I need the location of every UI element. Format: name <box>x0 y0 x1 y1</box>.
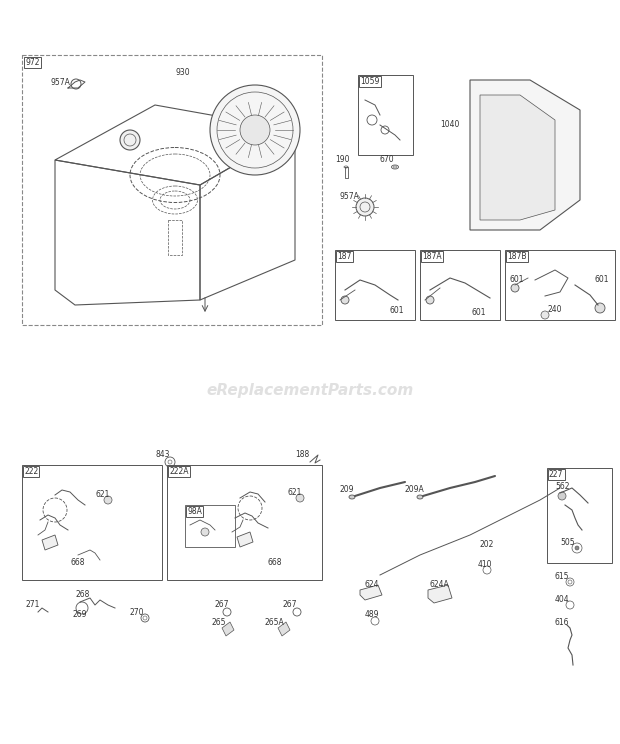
Bar <box>22 465 162 580</box>
Circle shape <box>210 85 300 175</box>
Circle shape <box>426 296 434 304</box>
Text: 621: 621 <box>95 490 109 499</box>
Text: 187: 187 <box>337 252 352 261</box>
Bar <box>185 505 235 547</box>
Text: 670: 670 <box>380 155 394 164</box>
Ellipse shape <box>391 165 399 169</box>
Text: 615: 615 <box>555 572 570 581</box>
Text: 240: 240 <box>548 305 562 314</box>
Circle shape <box>356 198 374 216</box>
Circle shape <box>575 546 579 550</box>
Text: 930: 930 <box>175 68 190 77</box>
Text: 489: 489 <box>365 610 379 619</box>
Bar <box>167 465 322 580</box>
Circle shape <box>541 311 549 319</box>
Text: 957A: 957A <box>50 78 70 87</box>
Polygon shape <box>428 585 452 603</box>
Text: 202: 202 <box>480 540 494 549</box>
Text: 972: 972 <box>25 58 40 67</box>
Text: 222: 222 <box>24 467 38 476</box>
Bar <box>505 250 615 320</box>
Text: 624A: 624A <box>430 580 450 589</box>
Text: 621: 621 <box>288 488 303 497</box>
Text: 601: 601 <box>390 306 404 315</box>
Text: 222A: 222A <box>169 467 188 476</box>
Bar <box>358 75 413 155</box>
Text: 190: 190 <box>335 155 350 164</box>
Ellipse shape <box>417 495 423 499</box>
Text: 601: 601 <box>510 275 525 284</box>
Text: 267: 267 <box>215 600 229 609</box>
Text: 188: 188 <box>295 450 309 459</box>
Text: 410: 410 <box>478 560 492 569</box>
Ellipse shape <box>394 166 397 168</box>
Text: 1059: 1059 <box>360 77 379 86</box>
Bar <box>168 220 182 255</box>
Circle shape <box>120 130 140 150</box>
Text: 601: 601 <box>472 308 487 317</box>
Text: 209A: 209A <box>405 485 425 494</box>
Text: 187B: 187B <box>507 252 526 261</box>
Text: 668: 668 <box>70 558 84 567</box>
Text: 616: 616 <box>555 618 570 627</box>
Text: 265A: 265A <box>265 618 285 627</box>
Text: 562: 562 <box>555 482 570 491</box>
Text: 843: 843 <box>155 450 169 459</box>
Polygon shape <box>222 622 234 636</box>
Circle shape <box>240 115 270 145</box>
Text: 269: 269 <box>72 610 87 619</box>
Text: 957A: 957A <box>340 192 360 201</box>
Text: 1040: 1040 <box>440 120 459 129</box>
Circle shape <box>341 296 349 304</box>
Text: 227: 227 <box>549 470 564 479</box>
Circle shape <box>104 496 112 504</box>
Text: 624: 624 <box>365 580 379 589</box>
Ellipse shape <box>349 495 355 499</box>
Text: 187A: 187A <box>422 252 441 261</box>
Circle shape <box>201 528 209 536</box>
Bar <box>22 55 322 325</box>
Polygon shape <box>360 585 382 600</box>
Bar <box>547 468 612 563</box>
Circle shape <box>558 492 566 500</box>
Text: 268: 268 <box>75 590 89 599</box>
Text: 267: 267 <box>283 600 298 609</box>
Text: 271: 271 <box>25 600 40 609</box>
Text: 601: 601 <box>595 275 609 284</box>
Text: 505: 505 <box>560 538 575 547</box>
Text: 270: 270 <box>130 608 144 617</box>
Polygon shape <box>237 532 253 547</box>
Text: eReplacementParts.com: eReplacementParts.com <box>206 382 414 397</box>
Text: 265: 265 <box>212 618 226 627</box>
Polygon shape <box>480 95 555 220</box>
Bar <box>420 250 500 320</box>
Polygon shape <box>42 535 58 550</box>
Circle shape <box>296 494 304 502</box>
Text: 98A: 98A <box>187 507 202 516</box>
Circle shape <box>595 303 605 313</box>
Polygon shape <box>470 80 580 230</box>
Polygon shape <box>278 622 290 636</box>
Text: 404: 404 <box>555 595 570 604</box>
Text: 209: 209 <box>340 485 355 494</box>
Circle shape <box>511 284 519 292</box>
Bar <box>335 250 415 320</box>
Text: 668: 668 <box>268 558 283 567</box>
